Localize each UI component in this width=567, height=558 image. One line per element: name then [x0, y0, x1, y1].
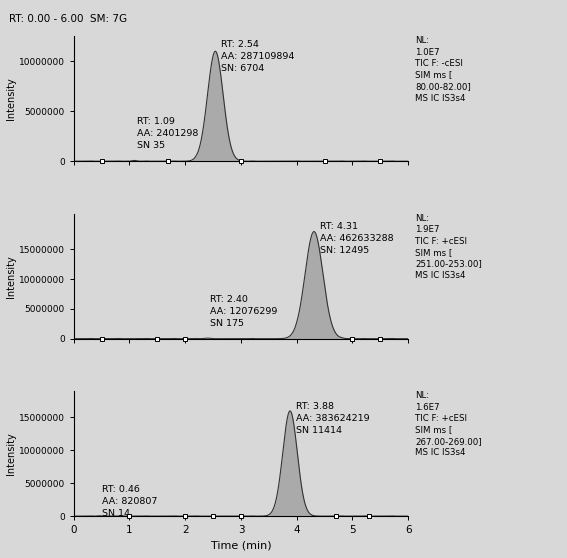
X-axis label: Time (min): Time (min) — [211, 541, 271, 551]
Text: RT: 2.40
AA: 12076299
SN 175: RT: 2.40 AA: 12076299 SN 175 — [210, 295, 278, 328]
Text: RT: 1.09
AA: 2401298
SN 35: RT: 1.09 AA: 2401298 SN 35 — [137, 118, 198, 150]
Text: NL:
1.9E7
TIC F: +cESI
SIM ms [
251.00-253.00]
MS IC IS3s4: NL: 1.9E7 TIC F: +cESI SIM ms [ 251.00-2… — [415, 214, 482, 280]
Y-axis label: Intensity: Intensity — [6, 255, 16, 297]
Y-axis label: Intensity: Intensity — [6, 78, 16, 120]
Text: RT: 0.46
AA: 820807
SN 14: RT: 0.46 AA: 820807 SN 14 — [102, 485, 158, 517]
Text: RT: 0.00 - 6.00  SM: 7G: RT: 0.00 - 6.00 SM: 7G — [9, 14, 126, 24]
Y-axis label: Intensity: Intensity — [6, 432, 16, 475]
Text: RT: 2.54
AA: 287109894
SN: 6704: RT: 2.54 AA: 287109894 SN: 6704 — [221, 40, 294, 73]
Text: NL:
1.0E7
TIC F: -cESI
SIM ms [
80.00-82.00]
MS IC IS3s4: NL: 1.0E7 TIC F: -cESI SIM ms [ 80.00-82… — [415, 36, 471, 103]
Text: NL:
1.6E7
TIC F: +cESI
SIM ms [
267.00-269.00]
MS IC IS3s4: NL: 1.6E7 TIC F: +cESI SIM ms [ 267.00-2… — [415, 391, 481, 458]
Text: RT: 4.31
AA: 462633288
SN: 12495: RT: 4.31 AA: 462633288 SN: 12495 — [320, 223, 393, 255]
Text: RT: 3.88
AA: 383624219
SN 11414: RT: 3.88 AA: 383624219 SN 11414 — [295, 402, 369, 435]
